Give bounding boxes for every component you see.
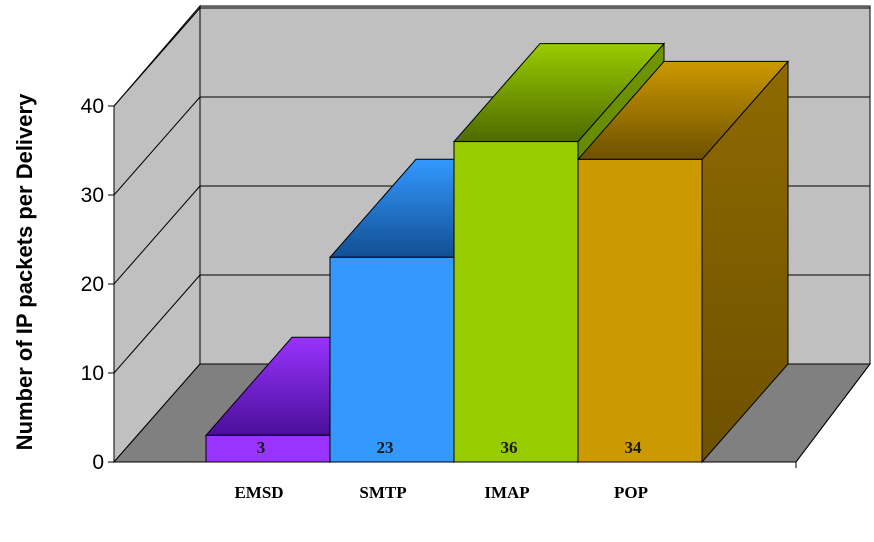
x-tick-label-smtp: SMTP xyxy=(359,483,406,502)
y-tick-label-0: 0 xyxy=(92,451,104,474)
y-tick-label-40: 40 xyxy=(81,95,104,118)
x-tick-label-imap: IMAP xyxy=(484,483,529,502)
y-tick-label-10: 10 xyxy=(81,362,104,385)
y-tick-labels: 0 10 20 30 40 xyxy=(81,95,104,474)
bar-pop: 34 xyxy=(576,60,790,464)
bar-front-emsd xyxy=(205,434,331,463)
bar-front-smtp xyxy=(329,256,455,463)
x-tick-label-pop: POP xyxy=(614,483,648,502)
bars: 3 23 36 34 xyxy=(204,42,790,464)
bar-front-pop xyxy=(577,158,703,463)
y-tick-label-30: 30 xyxy=(81,184,104,207)
bar-front-imap xyxy=(453,141,579,463)
data-label-smtp: 23 xyxy=(377,438,394,457)
data-label-pop: 34 xyxy=(625,438,643,457)
y-axis-title: Number of IP packets per Delivery xyxy=(12,93,37,450)
data-label-imap: 36 xyxy=(501,438,518,457)
data-label-emsd: 3 xyxy=(257,438,266,457)
gridline-40 xyxy=(113,7,870,107)
x-tick-labels: EMSD SMTP IMAP POP xyxy=(234,483,648,502)
y-tick-label-20: 20 xyxy=(81,273,104,296)
x-tick-label-emsd: EMSD xyxy=(234,483,283,502)
